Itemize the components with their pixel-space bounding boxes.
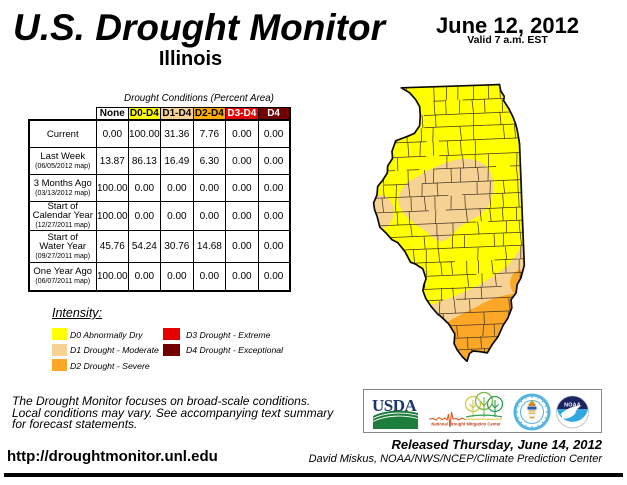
svg-text:National Drought Mitigation Ce: National Drought Mitigation Center: [431, 422, 501, 427]
svg-text:USDA: USDA: [372, 396, 418, 415]
svg-text:NOAA: NOAA: [564, 403, 581, 409]
